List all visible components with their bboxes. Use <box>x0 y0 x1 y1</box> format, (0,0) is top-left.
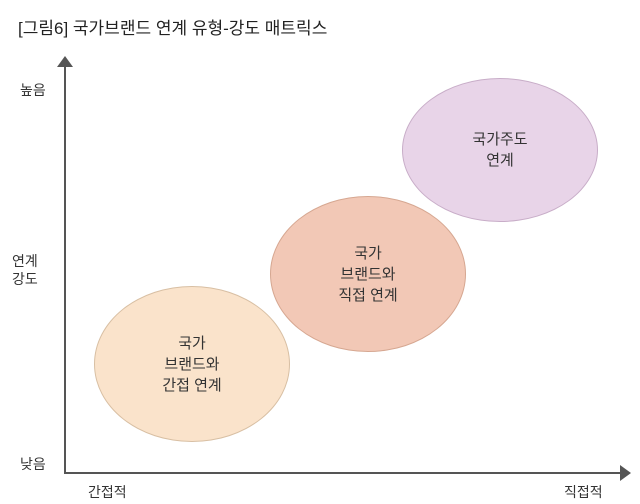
ellipse-indirect-link: 국가 브랜드와 간접 연계 <box>94 286 290 442</box>
x-axis-arrow <box>620 465 631 481</box>
ellipse-direct-link: 국가 브랜드와 직접 연계 <box>270 196 466 352</box>
figure-title: [그림6] 국가브랜드 연계 유형-강도 매트릭스 <box>18 14 327 39</box>
ellipse-nation-led: 국가주도 연계 <box>402 78 598 222</box>
matrix-chart: 높음 낮음 연계 강도 간접적 직접적 국가 브랜드와 간접 연계 국가 브랜드… <box>0 50 640 504</box>
y-axis-arrow <box>57 56 73 67</box>
x-axis-right-label: 직접적 <box>564 482 603 502</box>
x-axis <box>64 472 622 474</box>
y-axis-title: 연계 강도 <box>12 252 38 288</box>
ellipse-label: 국가주도 연계 <box>472 129 527 171</box>
ellipse-label: 국가 브랜드와 간접 연계 <box>162 333 221 396</box>
ellipse-label: 국가 브랜드와 직접 연계 <box>338 243 397 306</box>
y-axis-bottom-label: 낮음 <box>20 454 46 474</box>
y-axis-top-label: 높음 <box>20 80 46 100</box>
x-axis-left-label: 간접적 <box>88 482 127 502</box>
y-axis <box>64 58 66 472</box>
